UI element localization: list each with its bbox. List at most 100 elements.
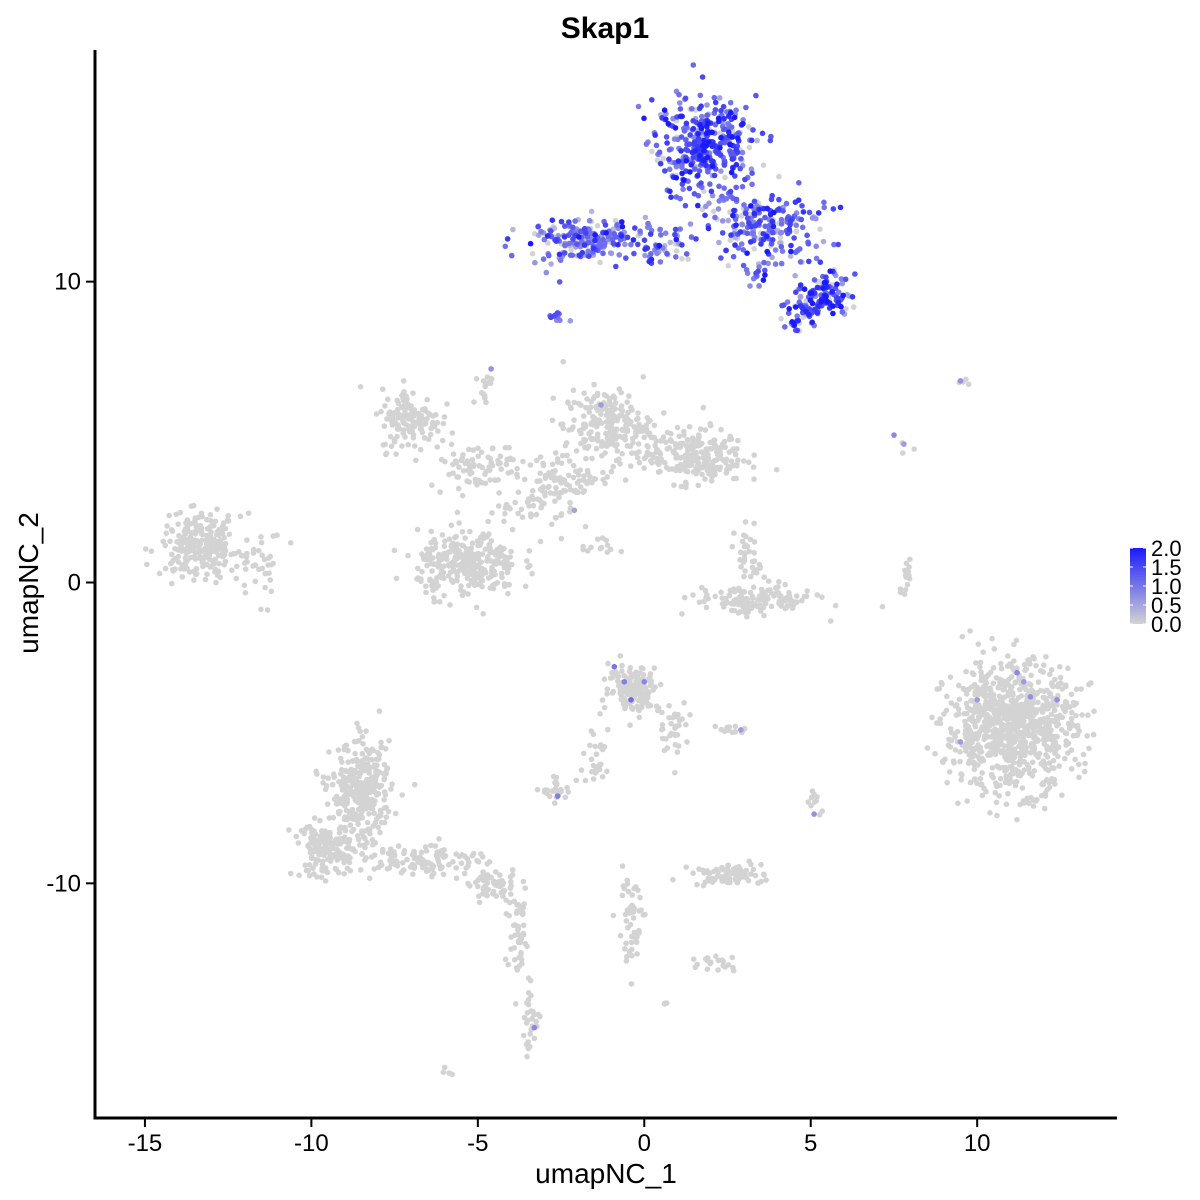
data-point	[452, 534, 458, 541]
data-point	[464, 575, 471, 581]
data-point	[164, 523, 170, 529]
data-point	[623, 958, 630, 964]
data-point	[449, 541, 455, 548]
data-point	[963, 691, 970, 697]
data-point	[834, 295, 841, 301]
data-point	[187, 534, 194, 540]
data-point	[842, 276, 849, 283]
data-point	[347, 784, 353, 791]
data-point	[641, 465, 647, 471]
data-point	[727, 433, 733, 440]
data-point	[630, 237, 637, 243]
data-point	[962, 718, 968, 725]
data-point	[650, 687, 656, 693]
data-point	[349, 758, 356, 764]
data-point	[522, 583, 529, 590]
data-point	[938, 679, 945, 686]
data-point	[784, 299, 791, 305]
data-point	[661, 1001, 668, 1007]
data-point	[1050, 757, 1057, 764]
data-point	[519, 960, 525, 967]
data-point	[1091, 708, 1097, 714]
data-point	[643, 141, 650, 147]
data-point	[345, 759, 351, 765]
data-point	[429, 568, 435, 574]
data-point	[414, 576, 420, 582]
data-point	[727, 141, 733, 148]
data-point	[601, 744, 608, 750]
data-point	[541, 236, 548, 243]
data-point	[436, 599, 443, 605]
data-point	[967, 628, 973, 634]
data-point	[417, 446, 424, 453]
data-point	[336, 826, 343, 832]
data-point	[633, 939, 640, 946]
data-point	[215, 552, 222, 559]
data-point	[835, 241, 841, 248]
data-point	[1025, 766, 1032, 772]
data-point	[757, 608, 764, 614]
data-point	[437, 563, 444, 569]
data-point	[718, 168, 724, 174]
data-point	[804, 588, 810, 594]
data-point	[495, 457, 501, 464]
data-point	[571, 417, 577, 423]
x-ticks: -15 -10 -5 0 5 10	[128, 1118, 991, 1157]
data-point	[476, 893, 482, 899]
data-point	[764, 205, 770, 212]
data-point	[339, 787, 346, 793]
data-point	[471, 399, 477, 405]
data-point	[434, 855, 441, 862]
data-point	[218, 537, 224, 543]
data-point	[966, 716, 973, 722]
data-point	[907, 556, 913, 563]
data-point	[458, 860, 465, 867]
colorbar-tick-label: 0.5	[1151, 593, 1182, 618]
data-point	[796, 180, 802, 186]
data-point	[684, 443, 690, 450]
data-point	[364, 819, 371, 826]
data-point	[629, 407, 635, 413]
data-point	[476, 564, 482, 570]
data-point	[706, 129, 712, 136]
data-point	[610, 912, 617, 919]
data-point	[983, 715, 990, 722]
data-point	[1043, 706, 1050, 712]
data-point	[1037, 730, 1043, 736]
data-point	[453, 549, 459, 556]
data-point	[657, 160, 664, 167]
data-point	[674, 424, 681, 431]
data-point	[729, 729, 736, 736]
data-point	[664, 446, 671, 452]
data-point	[1016, 712, 1022, 719]
data-point	[597, 545, 604, 552]
data-point	[817, 259, 824, 266]
data-point	[631, 424, 637, 430]
data-point	[629, 953, 635, 959]
data-point	[1014, 669, 1020, 676]
data-point	[585, 248, 591, 255]
data-point	[972, 724, 979, 730]
data-point	[399, 443, 405, 449]
data-point	[495, 503, 502, 509]
data-point	[787, 218, 794, 224]
data-point	[743, 206, 750, 212]
data-point	[509, 867, 516, 873]
data-point	[733, 184, 739, 191]
data-point	[454, 541, 461, 547]
data-point	[346, 776, 352, 783]
data-point	[534, 457, 540, 464]
data-point	[435, 428, 441, 434]
data-point	[618, 548, 625, 555]
data-point	[564, 784, 570, 791]
data-point	[356, 773, 363, 780]
data-point	[663, 134, 670, 140]
data-point	[475, 883, 481, 890]
data-point	[574, 241, 580, 247]
data-point	[814, 592, 821, 598]
data-point	[213, 539, 220, 546]
data-point	[393, 575, 400, 582]
data-point	[803, 308, 809, 315]
data-point	[736, 594, 743, 601]
data-point	[581, 390, 587, 397]
